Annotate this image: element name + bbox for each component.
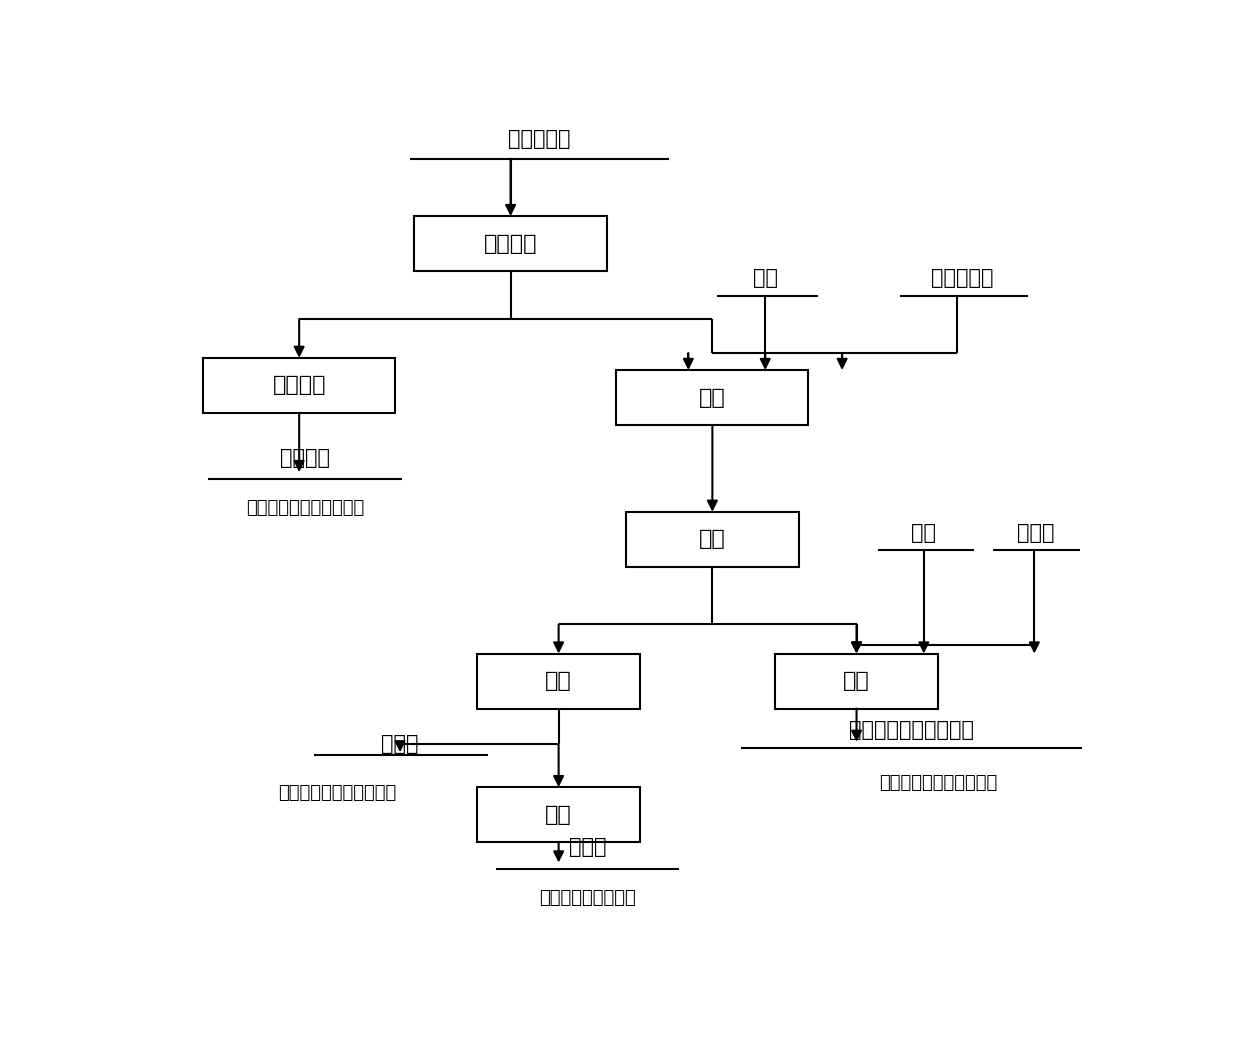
Text: 结晶: 结晶	[546, 805, 572, 825]
Text: 氨回收塔: 氨回收塔	[273, 376, 326, 396]
Text: （作为副产品出售）: （作为副产品出售）	[539, 889, 636, 907]
FancyBboxPatch shape	[616, 370, 808, 425]
Text: 蒸发: 蒸发	[546, 671, 572, 691]
FancyBboxPatch shape	[775, 653, 939, 709]
Text: 凝结水: 凝结水	[382, 734, 419, 754]
Text: 硫酸: 硫酸	[911, 523, 936, 543]
Text: （返回共沉淀过程回用）: （返回共沉淀过程回用）	[879, 774, 997, 792]
Text: 前驱体废料: 前驱体废料	[931, 268, 993, 288]
FancyBboxPatch shape	[477, 653, 640, 709]
FancyBboxPatch shape	[414, 216, 606, 271]
FancyBboxPatch shape	[626, 512, 799, 567]
Text: （返回共沉淀过程回用）: （返回共沉淀过程回用）	[279, 784, 397, 802]
Text: 氧化: 氧化	[699, 387, 725, 407]
Text: 氨水贮罐: 氨水贮罐	[280, 448, 330, 468]
Text: （返回共沉淀过程回用）: （返回共沉淀过程回用）	[246, 499, 365, 517]
Text: 臭氧: 臭氧	[753, 268, 777, 288]
FancyBboxPatch shape	[477, 787, 640, 843]
Text: 还原剂: 还原剂	[1017, 523, 1054, 543]
Text: 浸出: 浸出	[843, 671, 870, 691]
Text: 过滤: 过滤	[699, 529, 725, 549]
Text: 硫酸钠: 硫酸钠	[569, 837, 606, 857]
Text: 汽提蒸氨: 汽提蒸氨	[484, 234, 537, 254]
Text: 镍、钴、锰硫酸盐溶液: 镍、钴、锰硫酸盐溶液	[849, 721, 973, 741]
Text: 前驱体母液: 前驱体母液	[508, 129, 570, 149]
FancyBboxPatch shape	[203, 358, 396, 413]
